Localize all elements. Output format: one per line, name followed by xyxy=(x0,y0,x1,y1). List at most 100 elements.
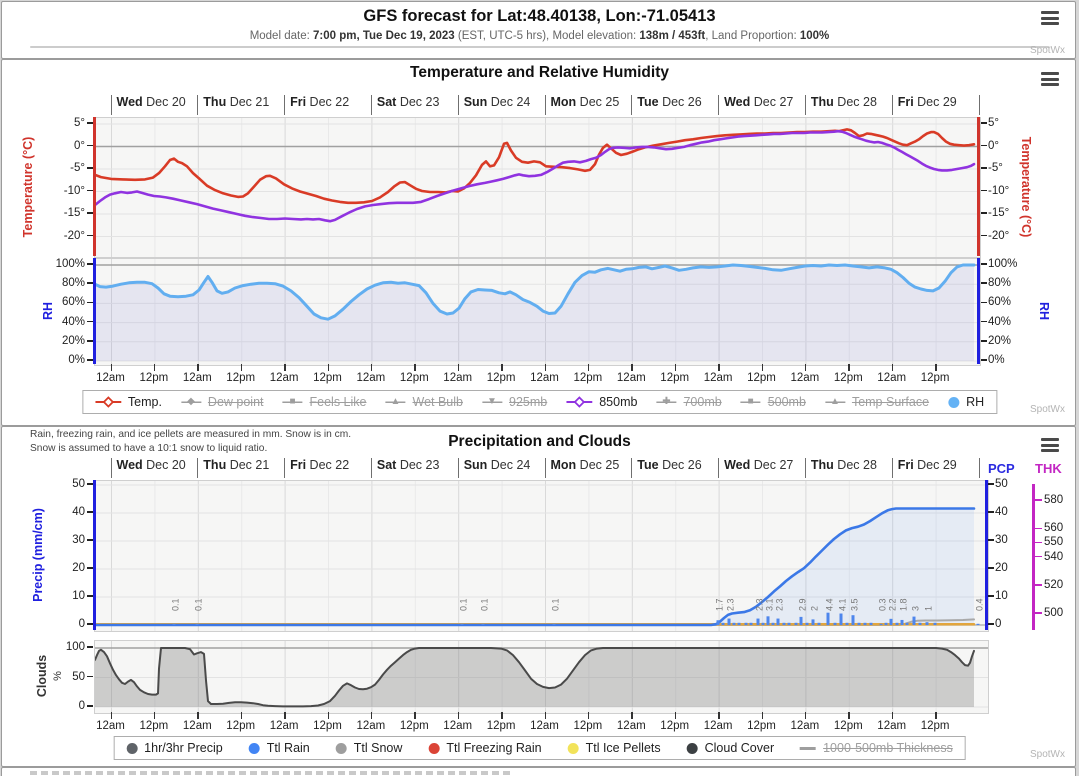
y-tick-label: 540 xyxy=(1044,550,1064,563)
y-tick-label: 100 xyxy=(65,641,85,653)
y-tick-mark xyxy=(981,282,987,284)
x-tick xyxy=(284,712,286,719)
next-panel-clipped xyxy=(1,767,1076,776)
x-tick xyxy=(153,712,156,719)
legend-precip-ttl-snow[interactable]: Ttl Snow xyxy=(335,741,402,755)
legend-marker-icon xyxy=(800,746,817,750)
day-row-end-separator xyxy=(978,95,982,115)
page-title: GFS forecast for Lat:48.40138, Lon:-71.0… xyxy=(363,7,716,25)
x-tick-label: 12pm xyxy=(920,720,950,732)
legend-temp-feels-like[interactable]: ■ Feels Like xyxy=(282,395,367,409)
legend-label: Temp. xyxy=(127,395,162,409)
legend-precip-ttl-rain[interactable]: Ttl Rain xyxy=(248,741,310,755)
y-tick-label: 40 xyxy=(995,506,1008,518)
legend-label: Wet Bulb xyxy=(412,395,464,409)
precip-left-axis-title: Precip (mm/cm) xyxy=(31,508,45,602)
clouds-chart[interactable] xyxy=(94,640,989,714)
legend-precip-ttl-ice-pellets[interactable]: Ttl Ice Pellets xyxy=(567,741,661,755)
x-tick-label: 12pm xyxy=(139,720,169,732)
x-tick xyxy=(848,364,850,371)
y-tick-mark xyxy=(981,263,987,265)
legend-temp-dew-point[interactable]: ◆ Dew point xyxy=(180,395,264,409)
legend-marker-icon xyxy=(248,742,260,754)
legend-marker-icon: ■ xyxy=(740,396,761,408)
header-menu-icon[interactable] xyxy=(1041,11,1059,25)
day-label: Wed Dec 27 xyxy=(718,458,805,478)
y-tick-label: 40% xyxy=(988,315,1012,328)
x-tick xyxy=(587,712,590,719)
legend-temp-850mb[interactable]: 850mb xyxy=(566,395,637,409)
x-tick xyxy=(631,712,633,719)
legend-label: 1000-500mb Thickness xyxy=(823,741,953,755)
legend-temp-rh[interactable]: RH xyxy=(948,395,984,409)
x-tick-label: 12pm xyxy=(139,372,169,384)
legend-precip-1hr-3hr-precip[interactable]: 1hr/3hr Precip xyxy=(126,741,223,755)
y-tick-label: 560 xyxy=(1044,522,1064,535)
x-tick-label: 12pm xyxy=(486,372,516,384)
legend-temp-temp-surface[interactable]: ▲ Temp Surface xyxy=(824,395,930,409)
y-tick-label: -20° xyxy=(988,229,1010,242)
legend-temp-wet-bulb[interactable]: ▲ Wet Bulb xyxy=(385,395,464,409)
y-tick-mark xyxy=(981,189,987,192)
y-tick-label: 20% xyxy=(988,334,1012,347)
legend-precip-1000-500mb-thickness[interactable]: 1000-500mb Thickness xyxy=(800,741,953,755)
legend-marker-icon: ▼ xyxy=(482,396,502,408)
x-tick-label: 12pm xyxy=(313,372,342,384)
legend-precip-cloud-cover[interactable]: Cloud Cover xyxy=(686,741,775,755)
x-tick xyxy=(240,712,243,719)
svg-text:2: 2 xyxy=(810,606,820,611)
y-tick-label: -15° xyxy=(63,207,85,219)
subtitle-segment: 7:00 pm, Tue Dec 19, 2023 xyxy=(312,30,455,42)
y-tick-label: -5° xyxy=(70,162,85,174)
legend-marker-icon: ▲ xyxy=(385,396,406,408)
y-tick-mark xyxy=(981,212,987,214)
temp-legend: Temp. ◆ Dew point ■ Feels Like ▲ Wet Bulb ▼ 925m… xyxy=(81,390,998,414)
x-tick-label: 12am xyxy=(182,372,212,384)
legend-label: Ttl Freezing Rain xyxy=(446,741,542,755)
pcp-left-axis-line xyxy=(93,480,96,630)
spotwx-brand: SpotWx xyxy=(1029,45,1065,56)
y-tick-mark xyxy=(981,320,987,323)
x-tick-label: 12pm xyxy=(747,372,776,384)
rh-chart[interactable] xyxy=(94,258,981,366)
x-tick xyxy=(370,364,373,371)
y-tick-mark xyxy=(87,144,93,147)
legend-temp-500mb[interactable]: ■ 500mb xyxy=(740,395,806,409)
precip-chart[interactable]: 0.1 0.1 0.1 0.1 0.1 1.7 2.3 2.3 3.1 2.3 2.9 2 4.4 4.1… xyxy=(94,480,989,632)
y-tick-mark xyxy=(981,144,987,147)
day-label: Thu Dec 21 xyxy=(197,95,284,115)
svg-text:1.7: 1.7 xyxy=(715,598,725,611)
precip-legend: 1hr/3hr Precip Ttl Rain Ttl Snow Ttl Freezi… xyxy=(113,736,966,760)
x-tick xyxy=(804,712,807,719)
day-label: Tue Dec 26 xyxy=(631,95,718,115)
legend-marker-icon xyxy=(335,742,347,754)
y-tick-label: 100% xyxy=(55,258,85,270)
y-tick-mark xyxy=(87,212,93,214)
svg-text:3.5: 3.5 xyxy=(850,598,860,611)
x-tick-label: 12am xyxy=(616,720,646,732)
legend-label: Cloud Cover xyxy=(704,741,775,755)
legend-temp-temp-[interactable]: Temp. xyxy=(94,395,162,409)
precip-menu-icon[interactable] xyxy=(1041,438,1059,452)
legend-temp-700mb[interactable]: ✚ 700mb xyxy=(656,395,722,409)
x-tick-label: 12pm xyxy=(920,372,950,384)
day-label: Sun Dec 24 xyxy=(457,458,545,478)
temp-menu-icon[interactable] xyxy=(1041,72,1059,86)
temperature-chart[interactable] xyxy=(94,117,981,258)
day-row-end-separator xyxy=(978,458,982,478)
y-tick-mark xyxy=(87,539,93,541)
pcp-right-axis-line xyxy=(985,480,988,630)
temp-left-axis-line xyxy=(93,117,96,256)
subtitle-segment: , Land Proportion: xyxy=(705,30,800,42)
y-tick-mark xyxy=(1035,541,1042,544)
legend-temp-925mb[interactable]: ▼ 925mb xyxy=(482,395,547,409)
y-tick-label: 40 xyxy=(72,506,85,518)
legend-label: Ttl Ice Pellets xyxy=(585,741,661,755)
x-tick xyxy=(935,364,937,371)
legend-marker-icon xyxy=(686,742,698,754)
legend-precip-ttl-freezing-rain[interactable]: Ttl Freezing Rain xyxy=(428,741,542,755)
legend-label: Temp Surface xyxy=(851,395,930,409)
y-tick-label: 0° xyxy=(74,139,85,152)
x-tick xyxy=(153,364,156,371)
y-tick-label: 50 xyxy=(995,478,1008,490)
